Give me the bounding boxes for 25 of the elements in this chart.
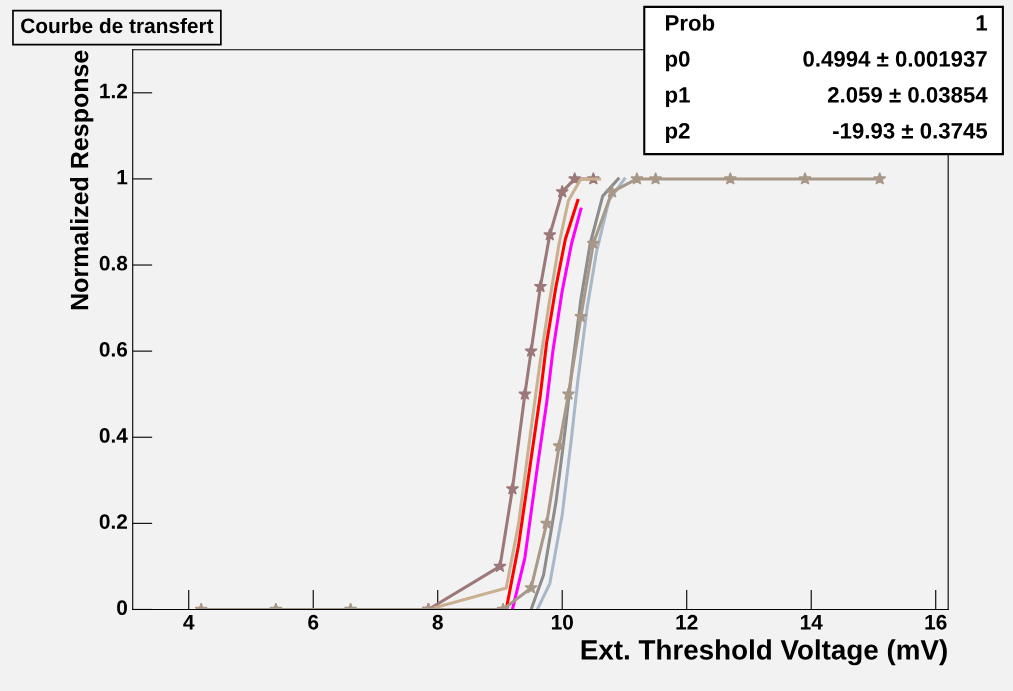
y-tick-label: 0.8 — [99, 255, 128, 271]
x-tick-label: 12 — [676, 614, 698, 630]
x-tick-label: 6 — [308, 614, 319, 630]
y-tick-label: 0.2 — [99, 514, 128, 529]
annotation: 2.059 ± 0.03854 — [827, 86, 988, 103]
y-tick-label: 0.6 — [99, 341, 128, 357]
y-axis-title: Normalized Response — [70, 50, 94, 310]
annotation: p2 — [665, 122, 690, 144]
chart-title: Courbe de transfert — [21, 17, 214, 34]
text: Prob — [666, 14, 715, 31]
annotation: -19.93 ± 0.3745 — [833, 122, 988, 139]
annotation: p1 — [665, 87, 690, 108]
x-tick-label: 14 — [800, 615, 823, 630]
annotation: 0.4994 ± 0.001937 — [803, 51, 987, 67]
text: 1 — [976, 15, 988, 31]
annotation: p0 — [665, 51, 690, 72]
y-tick-label: 1 — [117, 169, 128, 185]
y-tick-label: 0 — [117, 600, 127, 616]
x-axis-title: Ext. Threshold Voltage (mV) — [581, 639, 947, 666]
x-tick-label: 8 — [432, 614, 443, 630]
y-tick-label: 1.2 — [100, 83, 128, 99]
x-tick-label: 4 — [183, 615, 195, 630]
x-tick-label: 16 — [925, 614, 947, 630]
x-tick-label: 10 — [551, 614, 573, 630]
y-tick-label: 0.4 — [99, 428, 128, 443]
